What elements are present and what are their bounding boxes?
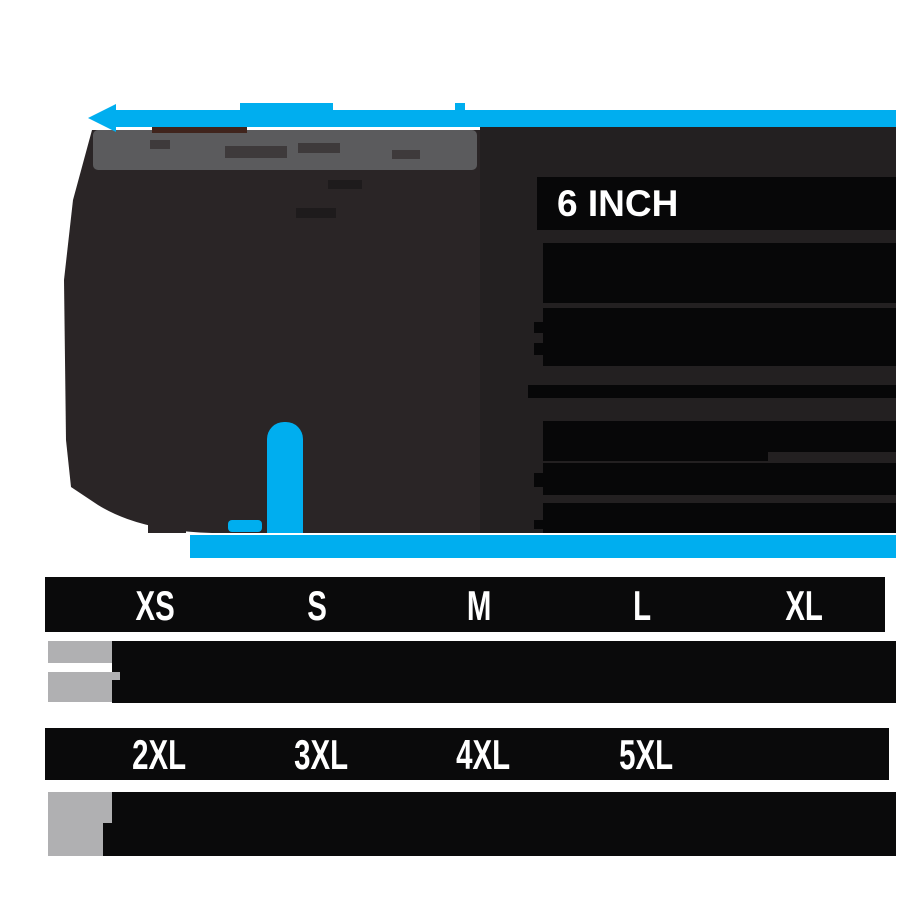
size-cell-s: S — [307, 581, 328, 629]
boxer-brief-diagram: 6 INCH — [64, 103, 896, 558]
waist-bar-notch — [455, 103, 465, 112]
waistband-mark — [392, 150, 420, 159]
redacted-text-bar — [543, 503, 896, 533]
inseam-marker-fragment — [228, 520, 262, 532]
size-table-2-header: 2XL 3XL 4XL 5XL — [45, 728, 889, 780]
size-table-2-data-bar-step — [103, 823, 112, 856]
size-cell-5xl: 5XL — [618, 731, 673, 778]
redacted-text-bar — [543, 452, 768, 461]
size-cell-empty — [751, 753, 865, 755]
product-illustration: 6 INCH — [64, 103, 896, 558]
fabric-shade-mark — [296, 208, 336, 218]
inseam-marker-lower — [267, 460, 303, 533]
redacted-text-bar — [543, 308, 896, 366]
size-table-1-data-bar — [112, 641, 896, 703]
waistband-mark — [225, 146, 287, 158]
size-cell-3xl: 3XL — [294, 731, 349, 778]
size-cell-l: L — [632, 581, 651, 629]
row-label-block — [48, 641, 112, 663]
redacted-text-nub — [534, 473, 543, 487]
row-label-block — [48, 823, 103, 856]
fabric-shade-mark — [328, 180, 362, 189]
size-cell-2xl: 2XL — [132, 731, 187, 778]
boxer-silhouette — [64, 130, 518, 533]
waistband-mark — [152, 127, 247, 133]
size-cell-xs: XS — [135, 581, 175, 629]
redacted-text-nub — [534, 520, 543, 529]
size-cell-4xl: 4XL — [456, 731, 511, 778]
leg-hem-fragment — [148, 521, 186, 533]
row-label-block — [48, 792, 112, 823]
size-table-1-header: XS S M L XL — [45, 577, 885, 632]
size-cell-m: M — [467, 581, 492, 629]
inseam-length-label: 6 INCH — [557, 183, 678, 224]
redacted-text-bar — [543, 463, 896, 495]
redacted-text-nub — [534, 322, 543, 333]
waistband-mark — [150, 140, 170, 149]
size-cell-xl: XL — [785, 581, 823, 629]
waistband-mark — [298, 143, 340, 153]
row-label-nub — [112, 672, 120, 680]
redacted-text-bar — [543, 421, 896, 452]
size-table-2-data-bar — [112, 792, 896, 856]
waist-measure-bar — [112, 110, 896, 127]
waist-bar-bump — [240, 103, 333, 112]
waist-arrow-left-icon — [88, 104, 116, 132]
redacted-text-bar — [528, 385, 896, 398]
row-label-block — [48, 672, 112, 702]
length-measure-bar — [190, 535, 896, 558]
inseam-length-badge — [537, 177, 896, 230]
redacted-text-nub — [534, 343, 543, 355]
redacted-text-bar — [543, 243, 896, 303]
